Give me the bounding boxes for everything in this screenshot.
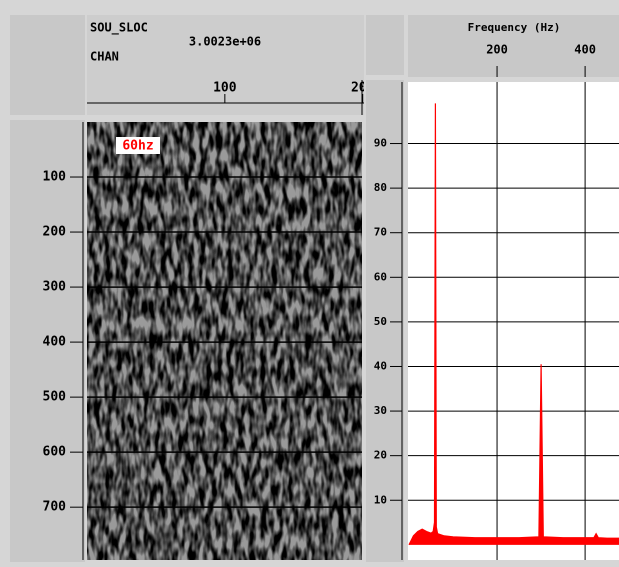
- x-tick-label: 400: [574, 43, 596, 57]
- x-tick-label: 100: [213, 81, 237, 96]
- axis-label: CHAN: [90, 50, 119, 64]
- header-panel: [87, 15, 364, 115]
- freq-axis-panel: [408, 15, 619, 77]
- y-tick-label: 90: [374, 137, 387, 150]
- x-tick-label: 200: [486, 43, 508, 57]
- y-tick-label: 50: [374, 315, 387, 328]
- annotation-box: [116, 137, 160, 154]
- y-tick-label: 500: [43, 390, 67, 405]
- header-value: 3.0023e+06: [189, 35, 261, 49]
- y-tick-label: 200: [43, 225, 67, 240]
- x-axis: 100 200: [213, 81, 375, 103]
- time-axis-panel: [10, 120, 85, 562]
- seismic-texture: [87, 122, 362, 560]
- header-key: SOU_SLOC: [90, 21, 148, 36]
- y-tick-label: 40: [374, 359, 387, 372]
- y-tick-label: 300: [43, 280, 67, 295]
- amp-axis-panel: [366, 80, 404, 562]
- y-tick-label: 600: [43, 445, 67, 460]
- annotation: 60hz: [122, 139, 153, 154]
- y-tick-label: 700: [43, 500, 67, 515]
- spectrum-panel: [408, 82, 619, 560]
- y-tick-label: 20: [374, 449, 387, 462]
- spectrum-line: [408, 103, 619, 546]
- y-tick-label: 80: [374, 181, 387, 194]
- x-tick-label: 200: [351, 81, 375, 96]
- y-tick-label: 70: [374, 226, 387, 239]
- x-axis-title: Frequency (Hz): [468, 21, 561, 34]
- y-tick-label: 60: [374, 270, 387, 283]
- corner-panel: [10, 15, 85, 115]
- y-tick-label: 10: [374, 493, 387, 506]
- corner-panel-2: [366, 15, 404, 75]
- y-tick-label: 400: [43, 335, 67, 350]
- y-tick-label: 100: [43, 170, 67, 185]
- y-tick-label: 30: [374, 404, 387, 417]
